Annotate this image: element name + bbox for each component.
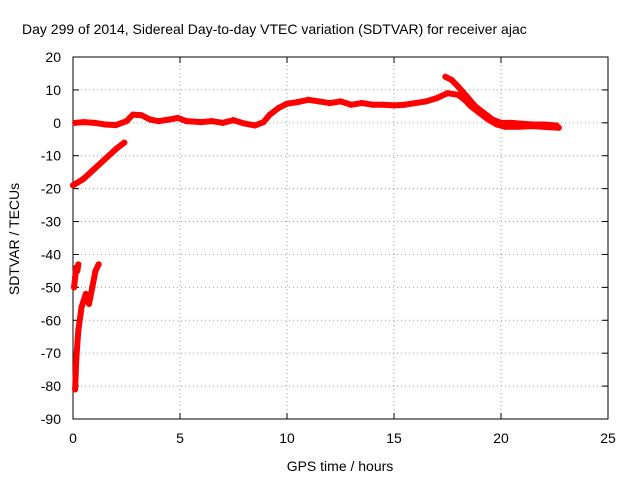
y-tick-label: -50	[41, 279, 61, 295]
data-series	[72, 261, 102, 393]
data-segment	[72, 356, 80, 393]
ticks: 0 5 10 15 20 25 20 10 0 -10 -20 -30 -40 -50 -60 -70 -80 -…	[41, 49, 616, 446]
plot-frame	[72, 56, 609, 420]
x-tick-label: 20	[493, 430, 509, 446]
y-tick-label: -10	[41, 148, 61, 164]
y-tick-label: 10	[45, 82, 61, 98]
data-point	[553, 122, 560, 129]
y-tick-label: -30	[41, 214, 61, 230]
data-segment	[73, 327, 82, 363]
y-axis-label: SDTVAR / TECUs	[6, 183, 22, 295]
y-tick-label: -90	[41, 411, 61, 427]
data-point	[95, 261, 102, 268]
x-tick-label: 25	[600, 430, 616, 446]
y-tick-label: -60	[41, 312, 61, 328]
chart-title: Day 299 of 2014, Sidereal Day-to-day VTE…	[22, 21, 527, 37]
series-group	[70, 73, 562, 393]
data-point	[121, 139, 128, 146]
data-series	[72, 90, 562, 131]
x-axis-label: GPS time / hours	[287, 458, 394, 474]
data-segment	[75, 304, 85, 334]
y-tick-label: -20	[41, 181, 61, 197]
y-tick-label: -80	[41, 378, 61, 394]
x-tick-label: 15	[386, 430, 402, 446]
data-series	[70, 139, 128, 189]
grid	[73, 57, 608, 419]
x-tick-label: 5	[176, 430, 184, 446]
x-tick-label: 10	[279, 430, 295, 446]
y-tick-label: 0	[53, 115, 61, 131]
y-tick-label: -40	[41, 246, 61, 262]
data-series	[442, 73, 560, 129]
y-tick-label: -70	[41, 345, 61, 361]
data-point	[75, 261, 82, 268]
y-tick-label: 20	[45, 49, 61, 65]
data-series	[71, 261, 82, 291]
x-tick-label: 0	[69, 430, 77, 446]
